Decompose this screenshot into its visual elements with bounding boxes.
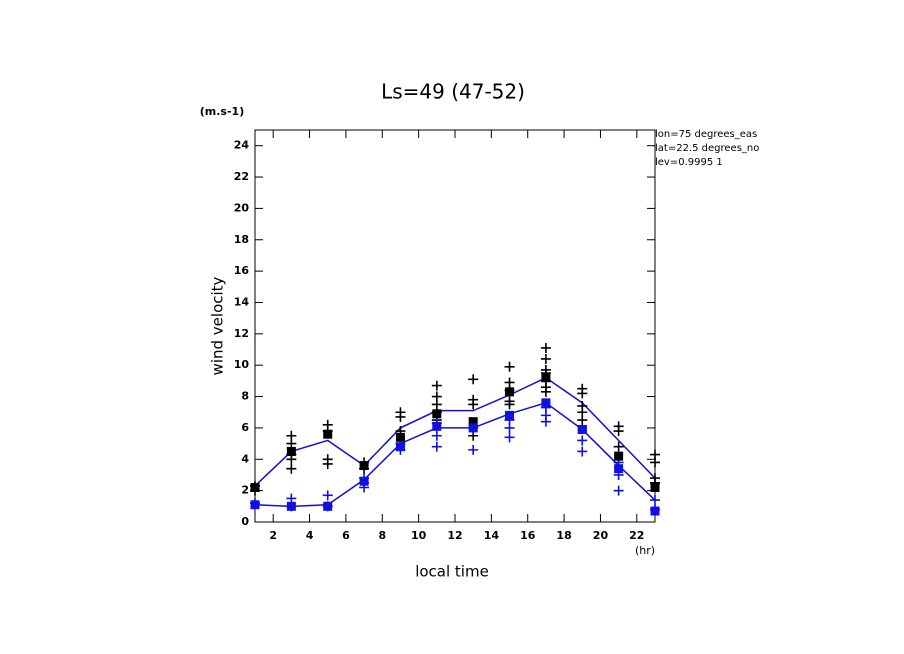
x-tick-label: 10 [411,529,427,542]
square-marker [650,506,660,516]
square-marker [468,423,478,433]
square-marker [323,429,333,439]
square-marker [505,410,515,420]
cross-marker [540,386,551,397]
cross-marker [468,399,479,410]
square-marker [432,421,442,431]
cross-marker [431,430,442,441]
x-tick-label: 16 [520,529,536,542]
x-tick-label: 2 [269,529,277,542]
x-tick-label: 18 [556,529,571,542]
cross-marker [504,432,515,443]
chart-title: Ls=49 (47-52) [381,80,525,104]
x-tick-label: 4 [306,529,314,542]
square-marker [395,442,405,452]
square-marker [541,373,551,383]
square-marker [614,451,624,461]
x-tick-label: 22 [629,529,644,542]
annotation: lat=22.5 degrees_no [655,143,759,154]
cross-marker [286,463,297,474]
y-tick-label: 24 [234,139,250,152]
cross-marker [613,485,624,496]
cross-marker [468,374,479,385]
series-line [254,376,656,487]
cross-marker [613,441,624,452]
annotation: lon=75 degrees_eas [655,129,757,140]
square-marker [432,409,442,419]
cross-marker [577,446,588,457]
cross-marker [577,415,588,426]
y-tick-label: 10 [234,358,250,371]
cross-marker [504,399,515,410]
square-marker [359,476,369,486]
y-tick-label: 6 [241,421,249,434]
square-marker [250,483,260,493]
square-marker [395,432,405,442]
y-unit: (m.s-1) [200,105,244,118]
square-marker [286,501,296,511]
square-marker [468,417,478,427]
y-tick-label: 0 [241,515,249,528]
cross-marker [431,441,442,452]
x-tick-label: 20 [593,529,609,542]
y-tick-label: 16 [234,264,250,277]
x-tick-label: 14 [484,529,500,542]
square-marker [505,387,515,397]
x-tick-label: 8 [378,529,386,542]
cross-marker [322,490,333,501]
square-marker [359,461,369,471]
cross-marker [577,388,588,399]
cross-marker [431,380,442,391]
cross-marker [286,454,297,465]
cross-marker [322,458,333,469]
y-tick-label: 20 [234,201,250,214]
y-tick-label: 12 [234,327,249,340]
square-marker [650,483,660,493]
square-marker [577,424,587,434]
cross-marker [650,457,660,468]
series-line [254,402,656,508]
y-tick-label: 14 [234,295,250,308]
x-tick-label: 6 [342,529,350,542]
cross-marker [504,422,515,433]
y-tick-label: 22 [234,170,249,183]
y-tick-label: 2 [241,484,249,497]
y-tick-label: 8 [241,390,249,403]
y-tick-label: 18 [234,233,249,246]
cross-marker [540,353,551,364]
cross-marker [286,438,297,449]
cross-marker [650,495,660,506]
cross-marker [504,361,515,372]
cross-marker [468,444,479,455]
cross-marker [395,411,406,422]
square-marker [250,500,260,510]
x-unit: (hr) [635,544,655,557]
square-marker [541,398,551,408]
cross-marker [577,435,588,446]
cross-marker [540,416,551,427]
cross-marker [540,342,551,353]
square-marker [323,501,333,511]
square-marker [286,446,296,456]
x-tick-label: 12 [447,529,462,542]
x-axis-label: local time [415,563,489,581]
square-marker [614,464,624,474]
y-tick-label: 4 [241,452,249,465]
cross-marker [613,426,624,437]
annotation: lev=0.9995 1 [655,157,723,168]
y-axis-label: wind velocity [209,276,227,375]
